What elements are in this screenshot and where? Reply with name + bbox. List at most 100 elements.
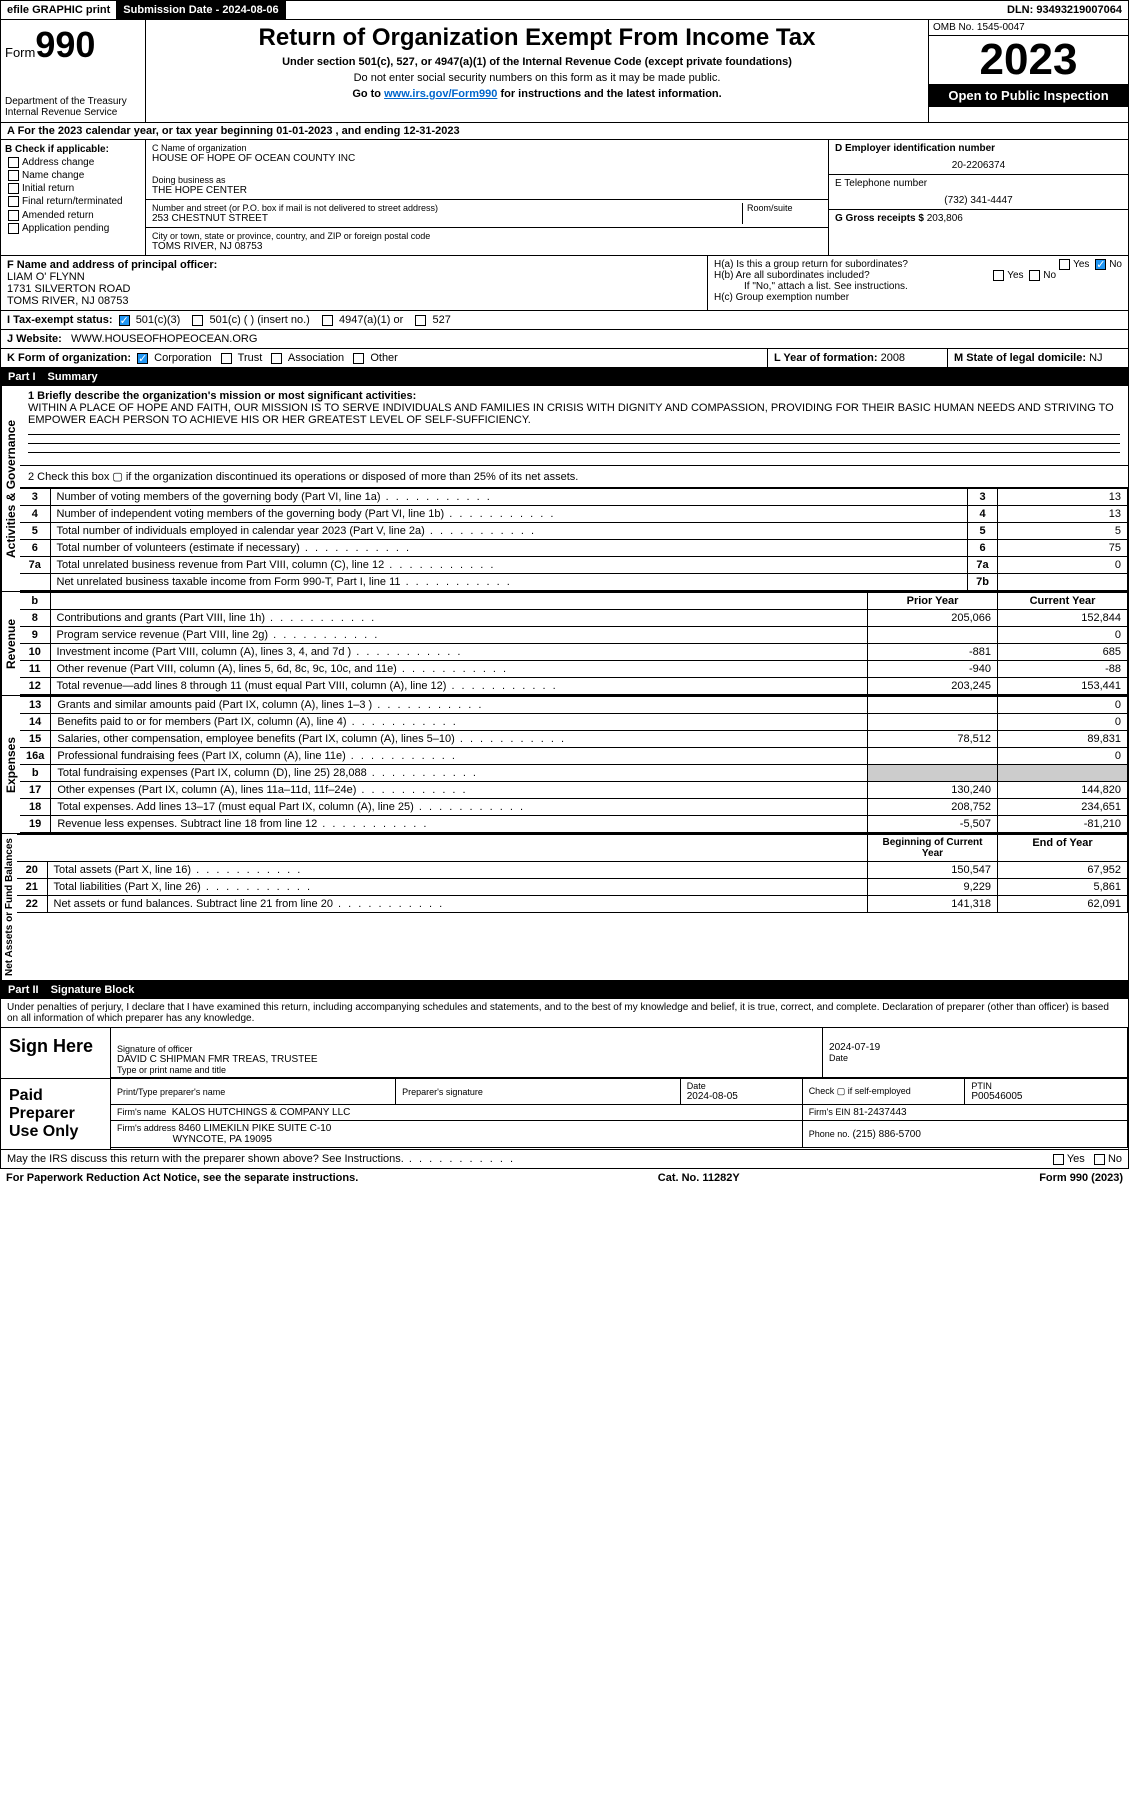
- table-row: 12Total revenue—add lines 8 through 11 (…: [20, 678, 1128, 695]
- check-other[interactable]: [353, 353, 364, 364]
- check-final-return[interactable]: [8, 196, 19, 207]
- revenue-vlabel: Revenue: [1, 592, 20, 695]
- part2-title: Signature Block: [51, 984, 135, 996]
- check-trust[interactable]: [221, 353, 232, 364]
- prep-date-label: Date: [687, 1081, 796, 1091]
- line2-text: 2 Check this box ▢ if the organization d…: [20, 466, 1128, 488]
- hb-no[interactable]: [1029, 270, 1040, 281]
- irs-link[interactable]: www.irs.gov/Form990: [384, 88, 497, 100]
- ha-no[interactable]: [1095, 259, 1106, 270]
- prep-phone: (215) 886-5700: [853, 1129, 921, 1140]
- sign-here-label: Sign Here: [1, 1028, 111, 1078]
- firm-ein-label: Firm's EIN: [809, 1107, 851, 1117]
- check-name-change[interactable]: [8, 170, 19, 181]
- website-label: J Website:: [7, 333, 62, 345]
- tax-status-label: I Tax-exempt status:: [7, 314, 113, 326]
- tax-year: 2023: [929, 36, 1128, 84]
- firm-name-label: Firm's name: [117, 1107, 166, 1117]
- firm-ein: 81-2437443: [853, 1107, 906, 1118]
- check-pending[interactable]: [8, 223, 19, 234]
- check-address-change[interactable]: [8, 157, 19, 168]
- netassets-table: Beginning of Current YearEnd of Year 20T…: [17, 834, 1128, 913]
- discuss-no[interactable]: [1094, 1154, 1105, 1165]
- form-title: Return of Organization Exempt From Incom…: [150, 24, 924, 52]
- subtitle-2: Do not enter social security numbers on …: [150, 72, 924, 84]
- right-column: D Employer identification number 20-2206…: [828, 140, 1128, 255]
- officer-name: LIAM O' FLYNN: [7, 271, 85, 283]
- self-emp-label: Check ▢ if self-employed: [809, 1086, 959, 1097]
- table-row: 18Total expenses. Add lines 13–17 (must …: [20, 799, 1128, 816]
- officer-label: F Name and address of principal officer:: [7, 259, 217, 271]
- phone-label: E Telephone number: [835, 178, 927, 189]
- preparer-label: Paid Preparer Use Only: [1, 1079, 111, 1149]
- check-assoc[interactable]: [271, 353, 282, 364]
- mission-text: WITHIN A PLACE OF HOPE AND FAITH, OUR MI…: [28, 402, 1114, 426]
- table-row: 14Benefits paid to or for members (Part …: [20, 714, 1128, 731]
- footer-right: Form 990 (2023): [1039, 1172, 1123, 1184]
- table-row: 19Revenue less expenses. Subtract line 1…: [20, 816, 1128, 833]
- sig-officer-label: Signature of officer: [117, 1044, 816, 1054]
- submission-date-button[interactable]: Submission Date - 2024-08-06: [117, 1, 285, 19]
- check-4947[interactable]: [322, 315, 333, 326]
- officer-addr1: 1731 SILVERTON ROAD: [7, 283, 131, 295]
- table-row: 3Number of voting members of the governi…: [20, 489, 1128, 506]
- part2-label: Part II: [8, 984, 39, 996]
- org-name: HOUSE OF HOPE OF OCEAN COUNTY INC: [152, 153, 822, 164]
- year-formation-label: L Year of formation:: [774, 352, 878, 364]
- room-label: Room/suite: [747, 203, 822, 213]
- phone-value: (732) 341-4447: [835, 195, 1122, 206]
- irs-label: Internal Revenue Service: [5, 107, 141, 118]
- ha-yes[interactable]: [1059, 259, 1070, 270]
- revenue-table: bPrior YearCurrent Year 8Contributions a…: [20, 592, 1128, 695]
- hb-yes[interactable]: [993, 270, 1004, 281]
- table-row: 10Investment income (Part VIII, column (…: [20, 644, 1128, 661]
- website-value: WWW.HOUSEOFHOPEOCEAN.ORG: [71, 333, 257, 345]
- table-row: 15Salaries, other compensation, employee…: [20, 731, 1128, 748]
- street-label: Number and street (or P.O. box if mail i…: [152, 203, 742, 213]
- subtitle-3: Go to www.irs.gov/Form990 for instructio…: [150, 88, 924, 100]
- firm-addr-label: Firm's address: [117, 1123, 176, 1133]
- prep-date: 2024-08-05: [687, 1091, 796, 1102]
- firm-name: KALOS HUTCHINGS & COMPANY LLC: [172, 1107, 351, 1118]
- footer-mid: Cat. No. 11282Y: [658, 1172, 740, 1184]
- hb-note: If "No," attach a list. See instructions…: [714, 281, 1122, 292]
- part1-title: Summary: [48, 371, 98, 383]
- hb-label: H(b) Are all subordinates included?: [714, 270, 870, 281]
- table-row: 4Number of independent voting members of…: [20, 506, 1128, 523]
- discuss-yes[interactable]: [1053, 1154, 1064, 1165]
- table-row: bTotal fundraising expenses (Part IX, co…: [20, 765, 1128, 782]
- table-row: 7aTotal unrelated business revenue from …: [20, 557, 1128, 574]
- print-label: Print/Type preparer's name: [117, 1087, 389, 1097]
- org-name-label: C Name of organization: [152, 143, 822, 153]
- form-org-label: K Form of organization:: [7, 352, 131, 364]
- table-row: 22Net assets or fund balances. Subtract …: [17, 896, 1128, 913]
- check-initial-return[interactable]: [8, 183, 19, 194]
- sign-section: Sign Here Signature of officer DAVID C S…: [0, 1028, 1129, 1079]
- expenses-section: Expenses 13Grants and similar amounts pa…: [0, 696, 1129, 834]
- domicile-value: NJ: [1089, 352, 1102, 364]
- officer-name-value: DAVID C SHIPMAN FMR TREAS, TRUSTEE: [117, 1054, 816, 1065]
- check-501c[interactable]: [192, 315, 203, 326]
- check-501c3[interactable]: [119, 315, 130, 326]
- mission-label: 1 Briefly describe the organization's mi…: [28, 390, 416, 402]
- dln-label: DLN: 93493219007064: [1001, 1, 1128, 19]
- part2-header: Part II Signature Block: [0, 981, 1129, 999]
- section-b: B Check if applicable: Address change Na…: [1, 140, 146, 255]
- form-number: Form990: [5, 24, 141, 66]
- form-header: Form990 Department of the Treasury Inter…: [0, 20, 1129, 123]
- sign-date: 2024-07-19: [829, 1042, 1121, 1053]
- check-527[interactable]: [415, 315, 426, 326]
- expenses-vlabel: Expenses: [1, 696, 20, 833]
- check-amended[interactable]: [8, 210, 19, 221]
- top-bar: efile GRAPHIC print Submission Date - 20…: [0, 0, 1129, 20]
- table-row: 6Total number of volunteers (estimate if…: [20, 540, 1128, 557]
- domicile-label: M State of legal domicile:: [954, 352, 1086, 364]
- officer-addr2: TOMS RIVER, NJ 08753: [7, 295, 128, 307]
- governance-vlabel: Activities & Governance: [1, 386, 20, 591]
- check-corp[interactable]: [137, 353, 148, 364]
- firm-addr1: 8460 LIMEKILN PIKE SUITE C-10: [179, 1123, 332, 1134]
- section-f-h: F Name and address of principal officer:…: [0, 256, 1129, 311]
- street-value: 253 CHESTNUT STREET: [152, 213, 742, 224]
- firm-addr2: WYNCOTE, PA 19095: [173, 1134, 272, 1145]
- hc-label: H(c) Group exemption number: [714, 292, 1122, 303]
